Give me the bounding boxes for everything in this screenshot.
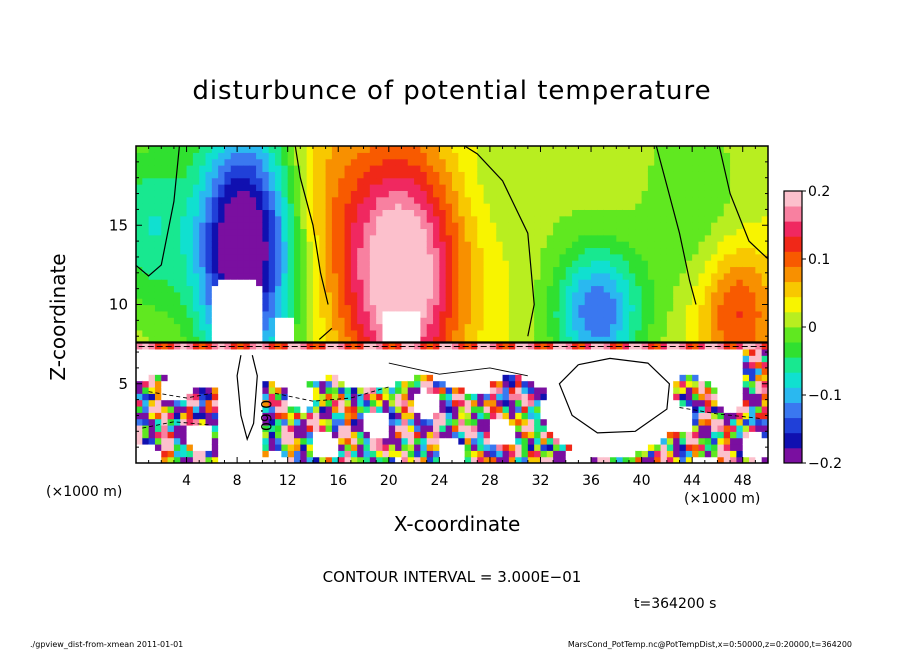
contour-line <box>318 327 333 340</box>
x-axis-units: (×1000 m) <box>684 491 761 507</box>
x-tick-label: 8 <box>233 473 242 489</box>
contour-lines <box>136 146 768 442</box>
contour-line <box>236 355 258 442</box>
contour-line <box>718 146 768 260</box>
contour-line <box>142 421 212 429</box>
y-tick-label: 15 <box>109 216 128 234</box>
colorbar-swatch <box>784 402 802 419</box>
x-tick-label: 32 <box>532 473 550 489</box>
footer-script-label: ./gpview_dist-from-xmean 2011-01-01 <box>30 640 184 649</box>
x-tick-label: 40 <box>633 473 651 489</box>
time-label: t=364200 s <box>634 596 717 612</box>
contour-line <box>558 357 671 434</box>
colorbar-tick-label: −0.1 <box>808 388 842 404</box>
colorbar-swatch <box>784 206 802 222</box>
contour-line <box>274 386 389 402</box>
y-axis-units: (×1000 m) <box>46 484 123 500</box>
colorbar-swatch <box>784 251 802 267</box>
footer-source-label: MarsCond_PotTemp.nc@PotTempDist,x=0:5000… <box>567 640 852 649</box>
x-tick-label: 4 <box>182 473 191 489</box>
chart-title: disturbunce of potential temperature <box>192 76 712 106</box>
contour-line <box>148 391 212 399</box>
colorbar-tick-label: 0.1 <box>808 252 830 268</box>
contour-line <box>679 407 762 420</box>
contour-line <box>136 146 181 277</box>
colorbar-swatch <box>784 266 802 283</box>
colorbar-swatch <box>784 236 802 252</box>
x-axis-label: X-coordinate <box>393 512 521 536</box>
colorbar-swatch <box>784 357 802 373</box>
x-tick-label: 20 <box>380 473 398 489</box>
colorbar-swatch <box>784 311 802 328</box>
x-tick-label: 44 <box>683 473 701 489</box>
colorbar-tick-label: 0 <box>808 320 817 336</box>
colorbar-swatch <box>784 221 802 237</box>
contour-line <box>463 146 535 337</box>
x-tick-label: 16 <box>329 473 347 489</box>
colorbar-swatch <box>784 417 802 434</box>
colorbar-swatch <box>784 327 802 343</box>
y-axis: 5 10 15 <box>109 161 768 448</box>
x-tick-label: 48 <box>734 473 752 489</box>
colorbar-tick-label: −0.2 <box>808 456 842 472</box>
colorbar-swatch <box>784 281 802 298</box>
x-tick-label: 24 <box>430 473 448 489</box>
x-tick-label: 36 <box>582 473 600 489</box>
contour-line <box>294 146 329 305</box>
colorbar-tick-label: 0.2 <box>808 184 830 200</box>
contour-label: 0.60 <box>257 400 273 431</box>
colorbar-swatch <box>784 342 802 358</box>
colorbar-swatch <box>784 447 802 464</box>
contour-line <box>655 146 697 305</box>
colorbar: 0.2 0.1 0 −0.1 −0.2 <box>783 184 842 472</box>
contour-line <box>388 362 528 377</box>
colorbar-swatch <box>784 387 802 403</box>
y-tick-label: 5 <box>118 375 128 393</box>
x-tick-label: 28 <box>481 473 499 489</box>
colorbar-swatch <box>784 432 802 449</box>
colorbar-swatch <box>784 372 802 388</box>
contour-interval-label: CONTOUR INTERVAL = 3.000E−01 <box>322 568 582 586</box>
y-tick-label: 10 <box>109 296 128 314</box>
x-axis: 4 8 12 16 20 24 28 32 36 40 44 48 <box>148 146 756 489</box>
colorbar-swatch <box>784 191 802 207</box>
colorbar-swatch <box>784 296 802 313</box>
y-axis-label: Z-coordinate <box>46 253 70 381</box>
heatmap-field <box>136 146 768 463</box>
x-tick-label: 12 <box>279 473 297 489</box>
